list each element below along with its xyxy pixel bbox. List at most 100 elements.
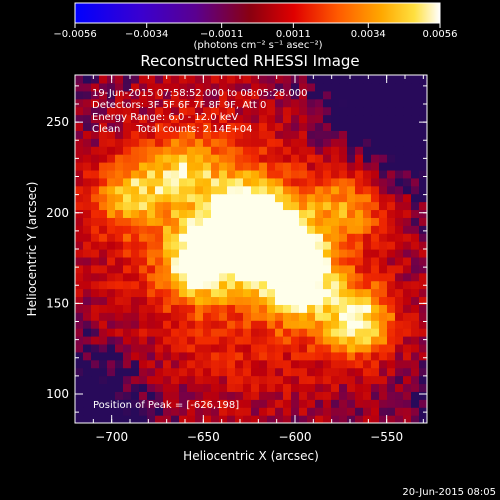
heatmap-cell [99, 256, 108, 266]
heatmap-cell [155, 359, 164, 369]
heatmap-cell [83, 114, 92, 124]
heatmap-cell [379, 146, 388, 155]
heatmap-cell [283, 391, 292, 400]
heatmap-cell [291, 154, 300, 163]
heatmap-cell [163, 82, 172, 92]
heatmap-cell [275, 241, 284, 250]
heatmap-cell [315, 328, 324, 337]
heatmap-cell [211, 375, 220, 385]
heatmap-cell [363, 138, 372, 147]
heatmap-cell [147, 367, 156, 377]
heatmap-cell [91, 75, 100, 84]
heatmap-cell [395, 328, 404, 337]
heatmap-cell [299, 272, 308, 282]
heatmap-cell [355, 75, 364, 84]
heatmap-cell [187, 217, 196, 226]
heatmap-cell [291, 185, 300, 195]
heatmap-cell [163, 336, 172, 345]
heatmap-cell [107, 328, 116, 337]
heatmap-cell [235, 367, 244, 377]
heatmap-cell [131, 217, 140, 226]
heatmap-cell [395, 399, 404, 408]
heatmap-cell [139, 90, 148, 100]
heatmap-cell [147, 312, 156, 321]
heatmap-cell [107, 233, 116, 242]
heatmap-cell [131, 249, 140, 258]
heatmap-cell [403, 146, 412, 155]
heatmap-cell [227, 367, 236, 377]
annotation-peak-position: Position of Peak = [-626,198] [93, 400, 239, 411]
heatmap-cell [91, 272, 100, 282]
heatmap-cell [387, 296, 396, 305]
heatmap-cell [299, 288, 308, 298]
heatmap-cell [403, 217, 412, 226]
heatmap-cell [75, 233, 84, 242]
heatmap-cell [195, 185, 204, 195]
heatmap-cell [211, 351, 220, 361]
heatmap-cell [187, 312, 196, 321]
heatmap-cell [331, 359, 340, 369]
heatmap-cell [107, 312, 116, 321]
heatmap-cell [339, 391, 348, 400]
heatmap-cell [99, 233, 108, 242]
heatmap-cell [355, 359, 364, 369]
heatmap-cell [91, 336, 100, 345]
heatmap-cell [195, 90, 204, 100]
heatmap-cell [99, 336, 108, 345]
heatmap-cell [347, 375, 356, 385]
heatmap-cell [75, 391, 84, 400]
heatmap-cell [291, 328, 300, 337]
heatmap-cell [395, 225, 404, 234]
heatmap-cell [211, 114, 220, 124]
heatmap-cell [347, 185, 356, 195]
heatmap-cell [291, 264, 300, 274]
heatmap-cell [123, 343, 132, 353]
heatmap-cell [379, 288, 388, 298]
heatmap-cell [227, 415, 236, 423]
heatmap-cell [275, 304, 284, 313]
heatmap-cell [163, 272, 172, 282]
heatmap-cell [243, 193, 252, 203]
heatmap-cell [187, 154, 196, 163]
heatmap-cell [123, 106, 132, 116]
heatmap-cell [203, 162, 212, 171]
heatmap-cell [179, 90, 188, 100]
heatmap-cell [155, 201, 164, 211]
heatmap-cell [395, 201, 404, 211]
heatmap-cell [331, 98, 340, 108]
heatmap-cell [171, 106, 180, 116]
heatmap-cell [75, 375, 84, 385]
heatmap-cell [147, 98, 156, 108]
heatmap-cell [411, 122, 420, 131]
heatmap-cell [115, 399, 124, 408]
heatmap-cell [403, 320, 412, 329]
heatmap-cell [211, 407, 220, 416]
heatmap-cell [147, 90, 156, 100]
heatmap-cell [219, 177, 228, 187]
heatmap-cell [147, 154, 156, 163]
heatmap-cell [171, 320, 180, 329]
heatmap-cell [315, 241, 324, 250]
heatmap-cell [235, 288, 244, 298]
heatmap-cell [315, 217, 324, 226]
heatmap-cell [363, 169, 372, 179]
heatmap-cell [155, 177, 164, 187]
heatmap-cell [363, 256, 372, 266]
heatmap-cell [267, 328, 276, 337]
heatmap-cell [195, 351, 204, 361]
heatmap-cell [251, 407, 260, 416]
heatmap-cell [91, 407, 100, 416]
heatmap-cell [91, 90, 100, 100]
heatmap-cell [323, 288, 332, 298]
heatmap-cell [203, 415, 212, 423]
heatmap-cell [219, 138, 228, 147]
heatmap-cell [291, 296, 300, 305]
heatmap-cell [419, 106, 427, 116]
heatmap-cell [387, 343, 396, 353]
heatmap-cell [267, 312, 276, 321]
heatmap-cell [115, 343, 124, 353]
heatmap-cell [355, 375, 364, 385]
heatmap-cell [131, 407, 140, 416]
heatmap-cell [267, 154, 276, 163]
heatmap-cell [387, 383, 396, 392]
